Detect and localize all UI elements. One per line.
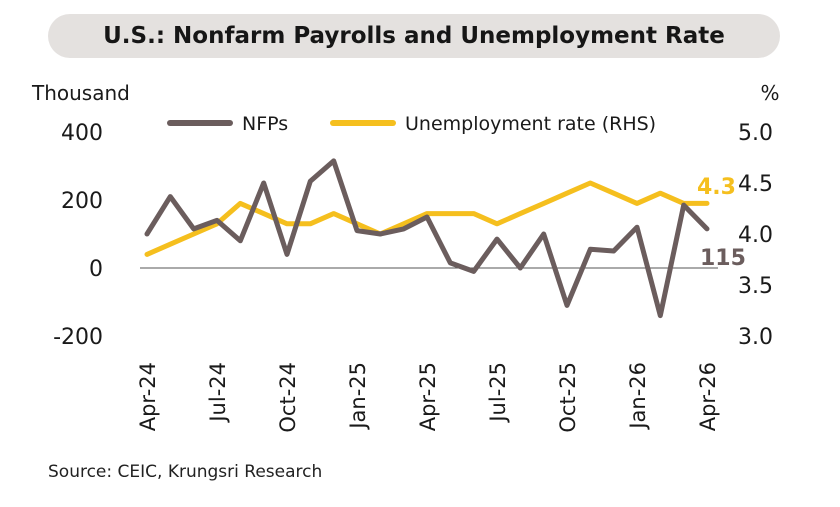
unemployment-rate-line [144, 180, 710, 257]
nfp-line [144, 158, 710, 319]
y2-tick-label: 3.5 [738, 274, 773, 299]
y-axis-label: Thousand [31, 81, 130, 105]
legend-label: NFPs [242, 113, 288, 135]
y2-tick-label: 4.0 [738, 223, 773, 248]
source-note: Source: CEIC, Krungsri Research [48, 462, 323, 482]
y2-axis-ticks: 5.0 4.5 4.0 3.5 3.0 [738, 121, 773, 350]
x-tick-label: Oct-25 [556, 362, 580, 433]
x-tick-label: Oct-24 [276, 362, 300, 433]
y2-tick-label: 3.0 [738, 325, 773, 350]
x-tick-label: Apr-26 [696, 362, 720, 431]
x-tick-label: Apr-24 [136, 362, 160, 431]
unemployment-end-label: 4.3 [697, 175, 736, 200]
y-axis-ticks: 400 200 0 -200 [53, 121, 103, 350]
y-tick-label: 400 [61, 121, 103, 146]
x-tick-label: Jul-24 [206, 362, 230, 424]
chart-title: U.S.: Nonfarm Payrolls and Unemployment … [48, 14, 780, 58]
x-tick-label: Jul-25 [486, 362, 510, 424]
legend-label: Unemployment rate (RHS) [405, 113, 656, 135]
legend: NFPs Unemployment rate (RHS) [167, 113, 656, 135]
y-tick-label: 0 [89, 257, 103, 282]
x-tick-label: Jan-26 [626, 362, 650, 431]
x-tick-label: Jan-25 [346, 362, 370, 431]
end-labels: 4.3 115 [697, 175, 746, 271]
x-tick-label: Apr-25 [416, 362, 440, 431]
y2-tick-label: 5.0 [738, 121, 773, 146]
y-tick-label: -200 [53, 325, 103, 350]
y-tick-label: 200 [61, 189, 103, 214]
nfp-end-label: 115 [700, 246, 746, 271]
x-axis-ticks: Apr-24 Jul-24 Oct-24 Jan-25 Apr-25 Jul-25 Oct-… [136, 362, 720, 433]
series-group [144, 158, 710, 319]
y2-tick-label: 4.5 [738, 172, 773, 197]
y2-axis-label: % [760, 81, 779, 105]
